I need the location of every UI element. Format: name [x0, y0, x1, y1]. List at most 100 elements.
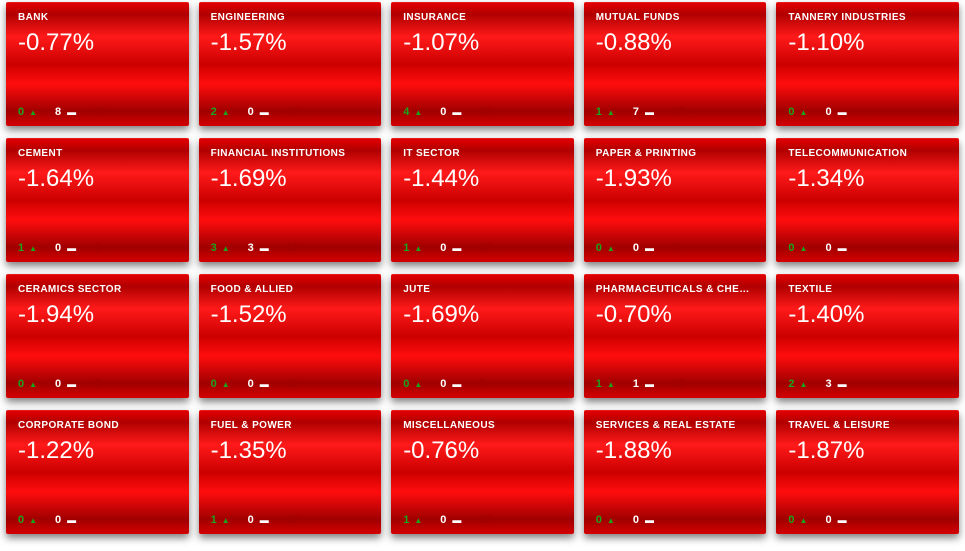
sector-stats: 1 0 22: [211, 514, 370, 526]
sector-card[interactable]: ENGINEERING-1.57%2040: [199, 2, 382, 126]
sector-percent-change: -1.57%: [211, 29, 370, 57]
sector-card[interactable]: INSURANCE-1.07%4050: [391, 2, 574, 126]
sector-stats: 0021: [211, 378, 370, 390]
sector-name: MUTUAL FUNDS: [596, 12, 755, 23]
sector-name: TANNERY INDUSTRIES: [788, 12, 947, 23]
stat-up: 0: [788, 514, 807, 526]
stat-down: 15: [287, 242, 312, 254]
sector-card[interactable]: MUTUAL FUNDS-0.88%1727: [584, 2, 767, 126]
sector-card[interactable]: BANK -0.77% 0 8 25: [6, 2, 189, 126]
stat-flat: 0: [248, 106, 269, 118]
sector-percent-change: -1.94%: [18, 301, 177, 329]
stat-down: 40: [287, 106, 312, 118]
sector-name: JUTE: [403, 284, 562, 295]
stat-down: [865, 380, 875, 389]
stat-down: 25: [94, 106, 119, 118]
stat-up: 1: [403, 242, 422, 254]
stat-flat: 0: [633, 242, 654, 254]
sector-card[interactable]: TANNERY INDUSTRIES-1.10%00: [776, 2, 959, 126]
sector-percent-change: -1.10%: [788, 29, 947, 57]
stat-down: [94, 516, 104, 525]
stat-flat: 1: [633, 378, 654, 390]
sector-card[interactable]: FUEL & POWER -1.35% 1 0 22: [199, 410, 382, 534]
sector-card[interactable]: CEMENT-1.64%105: [6, 138, 189, 262]
sector-card[interactable]: TRAVEL & LEISURE-1.87%00: [776, 410, 959, 534]
stat-down: 10: [479, 242, 504, 254]
stat-down: 6: [672, 242, 691, 254]
sector-name: FUEL & POWER: [211, 420, 370, 431]
stat-up: 1: [211, 514, 230, 526]
sector-stats: 3 3 15: [211, 242, 370, 254]
stat-up: 0: [18, 378, 37, 390]
stat-flat: 0: [825, 106, 846, 118]
sector-stats: 23: [788, 378, 947, 390]
stat-flat: 3: [248, 242, 269, 254]
stat-down: 22: [287, 514, 312, 526]
stat-up: 2: [211, 106, 230, 118]
stat-up: 0: [403, 378, 422, 390]
sector-card[interactable]: JUTE-1.69%003: [391, 274, 574, 398]
sector-name: MISCELLANEOUS: [403, 420, 562, 431]
stat-flat: 0: [825, 514, 846, 526]
sector-card[interactable]: CERAMICS SECTOR-1.94%005: [6, 274, 189, 398]
sector-name: PAPER & PRINTING: [596, 148, 755, 159]
sector-card[interactable]: TELECOMMUNICATION-1.34%00: [776, 138, 959, 262]
sector-name: FINANCIAL INSTITUTIONS: [211, 148, 370, 159]
sector-card[interactable]: PHARMACEUTICALS & CHEM...-0.70%1123: [584, 274, 767, 398]
sector-stats: 1010: [403, 242, 562, 254]
sector-stats: 005: [18, 378, 177, 390]
sector-stats: 1012: [403, 514, 562, 526]
sector-card[interactable]: IT SECTOR-1.44%1010: [391, 138, 574, 262]
sector-percent-change: -1.64%: [18, 165, 177, 193]
stat-up: 3: [211, 242, 230, 254]
stat-down: [865, 108, 875, 117]
sector-percent-change: -1.93%: [596, 165, 755, 193]
stat-flat: 0: [55, 514, 76, 526]
stat-flat: 0: [248, 514, 269, 526]
sector-card[interactable]: SERVICES & REAL ESTATE-1.88%00: [584, 410, 767, 534]
sector-percent-change: -1.87%: [788, 437, 947, 465]
stat-up: 0: [211, 378, 230, 390]
stat-up: 0: [596, 242, 615, 254]
stat-up: 0: [18, 106, 37, 118]
stat-down: 27: [672, 106, 697, 118]
stat-flat: 0: [633, 514, 654, 526]
stat-flat: 0: [440, 514, 461, 526]
sector-card[interactable]: MISCELLANEOUS -0.76% 1012: [391, 410, 574, 534]
stat-flat: 0: [440, 378, 461, 390]
stat-down: [865, 516, 875, 525]
stat-up: 1: [18, 242, 37, 254]
sector-percent-change: -1.88%: [596, 437, 755, 465]
sector-card[interactable]: TEXTILE-1.40%23: [776, 274, 959, 398]
sector-stats: 00: [788, 242, 947, 254]
stat-down: [865, 244, 875, 253]
stat-flat: 0: [248, 378, 269, 390]
sector-card[interactable]: PAPER & PRINTING -1.93% 0 0 6: [584, 138, 767, 262]
sector-name: TEXTILE: [788, 284, 947, 295]
sector-percent-change: -1.07%: [403, 29, 562, 57]
sector-name: PHARMACEUTICALS & CHEM...: [596, 284, 755, 295]
sector-name: BANK: [18, 12, 177, 23]
stat-flat: 8: [55, 106, 76, 118]
sector-percent-change: -0.77%: [18, 29, 177, 57]
stat-up: 4: [403, 106, 422, 118]
sector-stats: 0 8 25: [18, 106, 177, 118]
sector-name: SERVICES & REAL ESTATE: [596, 420, 755, 431]
stat-flat: 0: [440, 106, 461, 118]
sector-percent-change: -1.69%: [211, 165, 370, 193]
sector-stats: 00: [788, 514, 947, 526]
sector-card[interactable]: FOOD & ALLIED-1.52%0021: [199, 274, 382, 398]
sector-card[interactable]: FINANCIAL INSTITUTIONS -1.69% 3 3 15: [199, 138, 382, 262]
sector-stats: 1727: [596, 106, 755, 118]
sector-stats: 2040: [211, 106, 370, 118]
stat-down: 5: [94, 242, 113, 254]
sector-percent-change: -0.76%: [403, 437, 562, 465]
sector-percent-change: -1.52%: [211, 301, 370, 329]
sector-percent-change: -1.44%: [403, 165, 562, 193]
sector-name: CORPORATE BOND: [18, 420, 177, 431]
sector-percent-change: -1.35%: [211, 437, 370, 465]
sector-card[interactable]: CORPORATE BOND-1.22%00: [6, 410, 189, 534]
stat-flat: 0: [440, 242, 461, 254]
sector-grid: BANK-0.77%0825ENGINEERING-1.57%2040INSUR…: [0, 0, 965, 536]
stat-down: 50: [479, 106, 504, 118]
